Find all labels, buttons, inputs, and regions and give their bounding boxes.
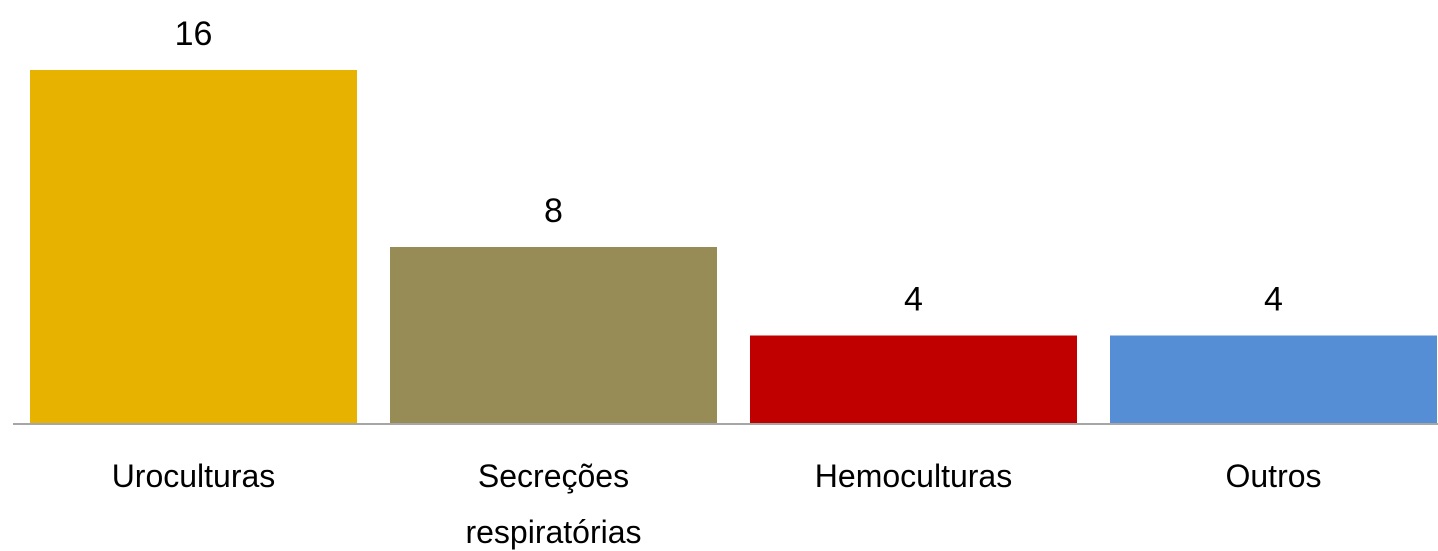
x-tick-label: Hemoculturas bbox=[814, 458, 1013, 494]
bar bbox=[390, 247, 717, 424]
bar bbox=[30, 70, 357, 424]
value-label: 16 bbox=[175, 15, 213, 53]
value-label: 8 bbox=[544, 192, 563, 230]
x-tick-label: Outros bbox=[1225, 458, 1322, 494]
value-label: 4 bbox=[1264, 280, 1283, 318]
bar bbox=[750, 335, 1077, 424]
value-label: 4 bbox=[904, 280, 923, 318]
x-tick-label: Uroculturas bbox=[111, 458, 276, 494]
bar bbox=[1110, 335, 1437, 424]
x-tick-label: Secreções respiratórias bbox=[465, 458, 642, 550]
